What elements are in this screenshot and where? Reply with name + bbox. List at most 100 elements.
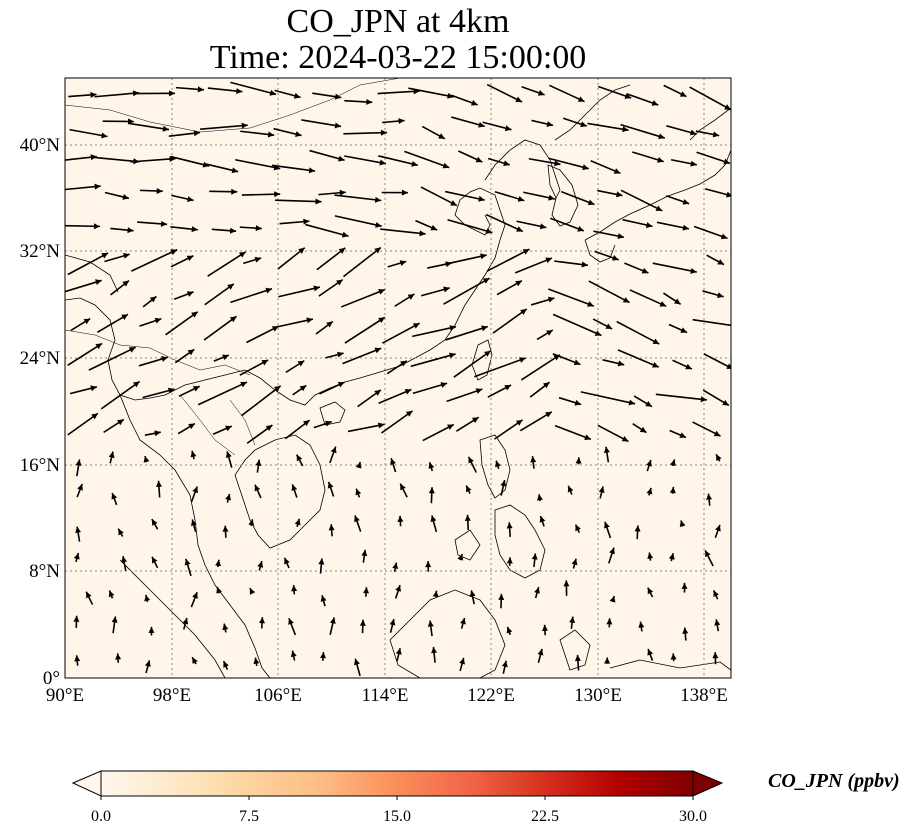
wind-arrow — [549, 217, 585, 232]
wind-arrow — [249, 587, 256, 595]
wind-arrow — [316, 247, 346, 271]
colorbar-tick-label: 15.0 — [383, 808, 411, 825]
wind-arrow — [325, 351, 344, 359]
lat-tick-label: 24°N — [20, 348, 61, 369]
wind-arrow — [450, 94, 478, 106]
wind-arrow — [65, 279, 102, 293]
wind-arrow — [170, 155, 210, 168]
wind-arrow — [288, 617, 297, 636]
wind-arrow — [67, 252, 109, 276]
wind-arrow — [284, 419, 311, 440]
wind-arrow — [222, 660, 229, 670]
wind-arrow — [588, 280, 630, 304]
wind-arrow — [395, 648, 402, 662]
wind-arrow — [329, 617, 336, 635]
wind-arrow — [655, 393, 707, 403]
wind-arrow — [487, 157, 511, 167]
wind-arrow — [620, 189, 663, 212]
wind-arrow — [386, 360, 408, 375]
wind-arrow — [295, 454, 304, 467]
wind-arrow — [587, 122, 629, 133]
colorbar-tick-label: 0.0 — [91, 808, 111, 825]
wind-arrow — [670, 158, 697, 167]
wind-arrow — [666, 125, 697, 136]
wind-arrow — [240, 130, 275, 138]
wind-arrow — [76, 483, 83, 498]
plot-title-line2: Time: 2024-03-22 15:00:00 — [209, 39, 587, 76]
wind-arrow — [378, 388, 412, 404]
wind-arrow — [389, 618, 396, 633]
wind-arrow — [501, 660, 508, 674]
wind-arrow — [203, 315, 237, 341]
wind-arrow — [69, 385, 98, 395]
wind-arrow — [327, 481, 335, 497]
wind-arrow — [420, 286, 450, 297]
wind-arrow — [467, 456, 478, 473]
wind-arrow — [121, 555, 128, 571]
wind-arrow — [404, 150, 450, 169]
wind-arrow — [682, 627, 689, 641]
wind-arrow — [283, 557, 290, 569]
wind-arrow — [486, 83, 523, 103]
wind-arrow — [73, 552, 80, 563]
wind-arrow — [197, 381, 248, 406]
wind-arrow — [254, 484, 262, 499]
wind-arrow — [104, 191, 130, 200]
wind-arrow — [165, 311, 199, 336]
wind-arrow — [539, 515, 546, 527]
wind-arrow — [387, 260, 407, 268]
colorbar-tick-label: 30.0 — [679, 808, 707, 825]
wind-arrow — [67, 342, 103, 367]
lat-tick-label: 32°N — [20, 241, 61, 262]
wind-arrow — [216, 586, 222, 594]
wind-arrow — [529, 381, 551, 398]
wind-arrow — [343, 129, 388, 136]
colorbar-tick-label: 22.5 — [531, 808, 559, 825]
wind-arrow — [312, 92, 342, 100]
wind-arrow — [104, 253, 130, 263]
wind-arrow — [415, 219, 438, 231]
wind-arrow — [394, 584, 402, 599]
wind-arrow — [276, 317, 314, 328]
wind-arrow — [485, 213, 524, 233]
wind-arrow — [464, 514, 471, 531]
borders — [65, 78, 401, 456]
wind-arrow — [602, 359, 625, 367]
wind-arrow — [620, 123, 666, 140]
wind-arrow — [528, 157, 561, 167]
wind-arrow — [693, 225, 728, 240]
wind-arrow — [548, 84, 585, 103]
wind-arrow — [552, 313, 602, 337]
wind-arrow — [422, 423, 455, 442]
wind-arrow — [606, 618, 613, 628]
wind-arrow — [334, 215, 382, 228]
wind-arrow — [344, 155, 387, 166]
wind-arrow — [139, 187, 163, 194]
wind-arrow — [222, 623, 229, 633]
wind-arrow — [634, 525, 641, 540]
wind-arrow — [144, 594, 151, 603]
wind-arrow — [144, 430, 161, 437]
lon-tick-label: 130°E — [574, 685, 622, 706]
wind-arrow — [285, 360, 305, 374]
wind-arrow — [703, 353, 731, 369]
wind-arrow — [427, 620, 434, 637]
wind-arrow — [301, 119, 342, 129]
wind-arrow — [155, 480, 162, 498]
colorbar-tick-label: 7.5 — [239, 808, 259, 825]
lat-tick-label: 0° — [43, 668, 60, 689]
wind-arrow — [593, 230, 625, 240]
wind-arrow — [567, 485, 574, 495]
wind-arrow — [668, 323, 688, 334]
wind-arrow — [67, 412, 99, 436]
wind-arrow — [207, 251, 247, 277]
wind-arrow — [168, 130, 201, 138]
wind-arrow — [519, 411, 553, 432]
wind-arrow — [139, 317, 162, 327]
wind-arrow — [175, 86, 204, 93]
wind-arrow — [428, 462, 435, 472]
wind-arrow — [380, 228, 426, 237]
wind-arrow — [412, 325, 457, 338]
wind-arrow — [656, 221, 690, 231]
wind-arrow — [381, 410, 414, 434]
